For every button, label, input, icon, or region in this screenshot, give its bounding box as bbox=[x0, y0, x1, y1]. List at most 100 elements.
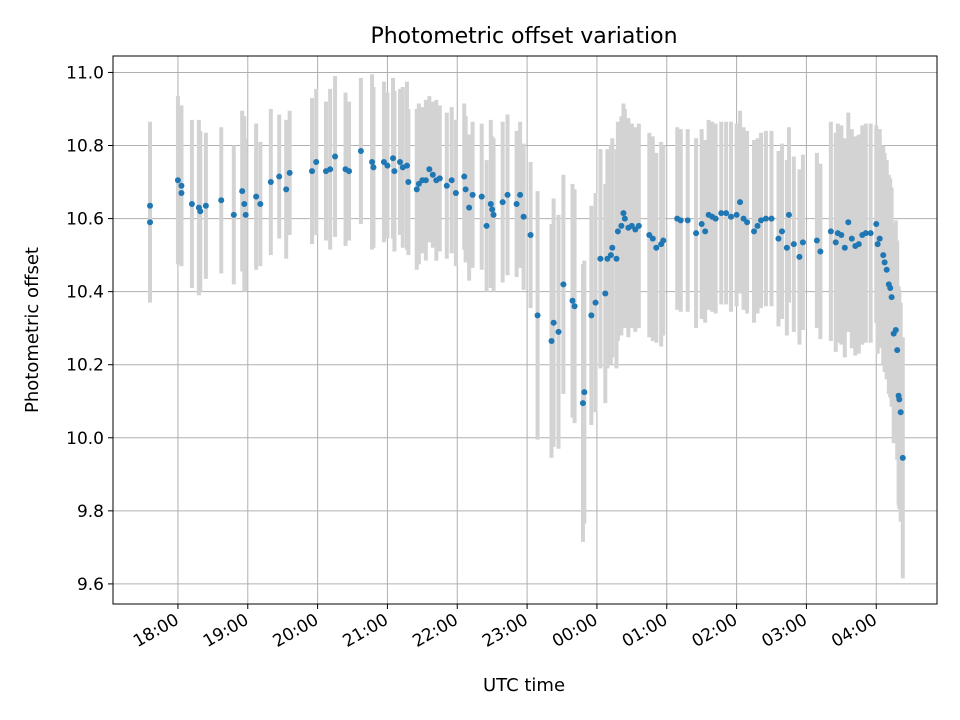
data-point bbox=[276, 173, 283, 180]
x-axis-label: UTC time bbox=[483, 675, 565, 696]
data-point bbox=[762, 215, 769, 222]
data-point bbox=[698, 221, 705, 228]
data-point bbox=[253, 193, 260, 200]
data-point bbox=[620, 210, 627, 217]
data-point bbox=[775, 235, 782, 242]
data-point bbox=[504, 191, 511, 198]
data-point bbox=[429, 171, 436, 178]
data-point bbox=[754, 222, 761, 229]
data-point bbox=[783, 244, 790, 251]
data-point bbox=[881, 259, 888, 266]
data-point bbox=[403, 162, 410, 169]
data-point bbox=[653, 244, 660, 251]
data-point bbox=[267, 179, 274, 186]
data-point bbox=[513, 200, 520, 207]
data-point bbox=[684, 217, 691, 224]
data-point bbox=[888, 294, 895, 301]
data-point bbox=[391, 168, 398, 175]
data-point bbox=[461, 173, 468, 180]
data-point bbox=[571, 303, 578, 310]
data-point bbox=[283, 186, 290, 193]
data-point bbox=[845, 219, 852, 226]
data-point bbox=[242, 211, 249, 218]
data-point bbox=[880, 252, 887, 259]
data-point bbox=[257, 200, 264, 207]
data-point bbox=[848, 235, 855, 242]
data-point bbox=[332, 153, 339, 160]
data-point bbox=[873, 221, 880, 228]
data-point bbox=[569, 297, 576, 304]
data-point bbox=[178, 190, 185, 196]
data-point bbox=[346, 168, 353, 175]
data-point bbox=[817, 248, 824, 255]
data-point bbox=[327, 166, 334, 173]
y-tick-label: 11.0 bbox=[66, 63, 104, 83]
data-point bbox=[768, 215, 775, 222]
data-point bbox=[887, 284, 894, 291]
data-point bbox=[436, 175, 443, 182]
data-point bbox=[422, 177, 429, 184]
data-point bbox=[718, 210, 725, 217]
data-point bbox=[147, 219, 154, 226]
data-point bbox=[188, 200, 195, 207]
data-point bbox=[855, 241, 862, 248]
y-axis-ticks: 9.6 9.8 10.0 10.2 10.4 10.6 10.8 11.0 bbox=[66, 63, 113, 595]
data-point bbox=[230, 211, 237, 218]
data-point bbox=[426, 166, 433, 173]
data-point bbox=[602, 290, 609, 297]
data-point bbox=[286, 169, 293, 176]
data-point bbox=[751, 228, 758, 235]
data-point bbox=[478, 193, 485, 200]
data-point bbox=[894, 347, 901, 354]
data-point bbox=[357, 147, 364, 154]
data-point bbox=[462, 186, 469, 193]
data-point bbox=[548, 337, 555, 344]
data-point bbox=[799, 239, 806, 246]
data-point bbox=[443, 182, 450, 189]
data-point bbox=[597, 255, 604, 262]
data-point bbox=[241, 200, 248, 207]
data-point bbox=[723, 210, 730, 217]
data-point bbox=[483, 222, 490, 229]
data-point bbox=[147, 202, 154, 209]
data-point bbox=[384, 162, 391, 169]
data-point bbox=[897, 409, 904, 416]
data-points bbox=[147, 147, 906, 461]
data-point bbox=[405, 179, 412, 186]
data-point bbox=[579, 400, 586, 407]
data-point bbox=[555, 328, 562, 335]
data-point bbox=[744, 219, 751, 226]
data-point bbox=[390, 155, 397, 162]
data-point bbox=[899, 454, 906, 461]
data-point bbox=[649, 235, 656, 242]
data-point bbox=[702, 228, 709, 235]
data-point bbox=[520, 213, 527, 220]
data-point bbox=[874, 241, 881, 248]
data-point bbox=[487, 200, 494, 207]
y-tick-label: 9.6 bbox=[77, 575, 104, 595]
data-point bbox=[581, 389, 588, 396]
data-point bbox=[614, 228, 621, 235]
data-point bbox=[550, 319, 557, 326]
data-point bbox=[867, 230, 874, 237]
data-point bbox=[862, 230, 869, 237]
data-point bbox=[239, 188, 246, 195]
data-point bbox=[733, 211, 740, 218]
data-point bbox=[712, 215, 719, 222]
data-point bbox=[369, 158, 376, 165]
data-point bbox=[452, 190, 459, 196]
data-point bbox=[197, 208, 204, 215]
data-point bbox=[892, 327, 899, 333]
data-point bbox=[313, 158, 320, 165]
data-point bbox=[466, 204, 473, 211]
data-point bbox=[560, 281, 567, 288]
y-tick-label: 9.8 bbox=[77, 502, 104, 522]
data-point bbox=[778, 228, 785, 235]
data-point bbox=[827, 228, 834, 235]
data-point bbox=[609, 244, 616, 251]
data-point bbox=[370, 164, 377, 171]
data-point bbox=[499, 199, 506, 206]
data-point bbox=[309, 168, 316, 175]
data-point bbox=[883, 266, 890, 273]
